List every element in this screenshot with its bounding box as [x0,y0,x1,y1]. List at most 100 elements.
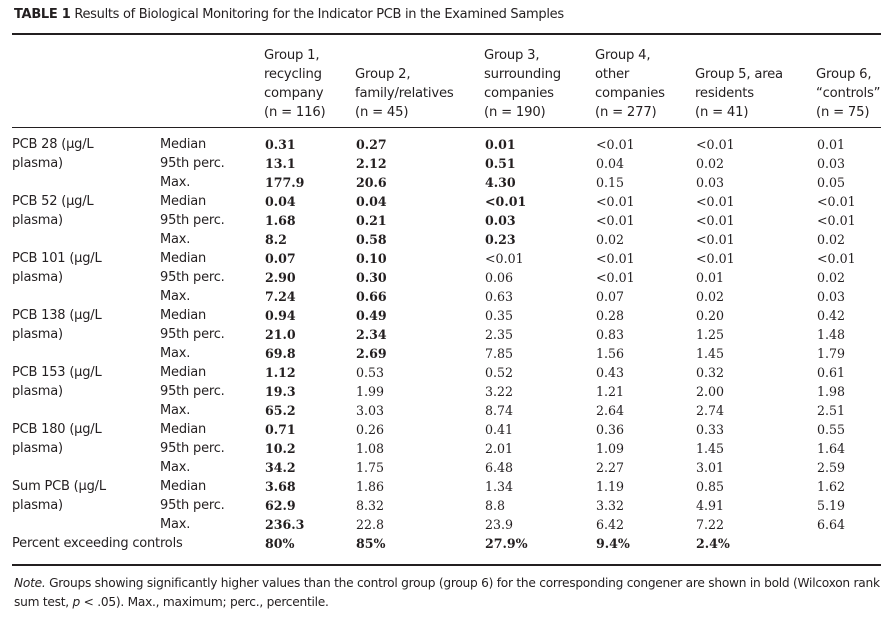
row-statistic: Max. [160,232,191,247]
value-cell: 0.02 [817,232,846,247]
value-cell: 8.74 [485,403,514,418]
note-lead: Note. [14,576,46,590]
value-cell: 0.33 [696,422,725,437]
header-line: “controls” [816,86,881,101]
value-cell: 0.49 [356,308,387,323]
column-header-group-4: Group 4, other companies (n = 277) [595,42,665,122]
table-row: Sum PCB (μg/L Median 3.68 1.86 1.34 1.19 0.85 1… [12,477,879,496]
row-label: plasma) [12,156,63,171]
row-label [12,458,160,477]
value-cell: 2.69 [356,346,387,361]
value-cell: 2.01 [485,441,514,456]
value-cell: <0.01 [817,213,856,228]
value-cell: 1.08 [356,441,385,456]
column-header-group-3: Group 3, surrounding companies (n = 190) [484,42,561,122]
value-cell: <0.01 [596,270,635,285]
value-cell: 2.64 [596,403,625,418]
value-cell: 62.9 [265,498,296,513]
value-cell: 0.71 [265,422,296,437]
row-statistic: 95th perc. [160,384,225,399]
row-label [12,287,160,306]
table-row: PCB 28 (μg/L Median 0.31 0.27 0.01 <0.01 <0.01… [12,135,879,154]
value-cell: 0.85 [696,479,725,494]
column-header-group-5: Group 5, area residents (n = 41) [695,42,783,122]
table-row: Max. 8.2 0.58 0.23 0.02 <0.01 0.02 [12,230,879,249]
value-cell: 1.45 [696,346,725,361]
row-label: PCB 153 (μg/L [12,365,102,380]
row-statistic: 95th perc. [160,327,225,342]
percent-cell: 85% [356,536,386,551]
header-line: companies [484,86,554,101]
value-cell: 0.41 [485,422,514,437]
table-row: Max. 177.9 20.6 4.30 0.15 0.03 0.05 [12,173,879,192]
value-cell: 2.74 [696,403,725,418]
table-row: Max. 236.3 22.8 23.9 6.42 7.22 6.64 [12,515,879,534]
table-note: Note. Groups showing significantly highe… [14,574,882,612]
row-label: PCB 52 (μg/L [12,194,94,209]
value-cell: 0.42 [817,308,846,323]
row-label: plasma) [12,441,63,456]
percent-cell: 9.4% [596,536,630,551]
header-line: Group 4, [595,48,651,63]
value-cell: 1.79 [817,346,846,361]
value-cell: 6.42 [596,517,625,532]
table-row: plasma) 95th perc. 10.2 1.08 2.01 1.09 1.45 1.6… [12,439,879,458]
value-cell: 0.94 [265,308,296,323]
value-cell: 0.02 [596,232,625,247]
row-statistic: Max. [160,460,191,475]
value-cell: 0.53 [356,365,385,380]
header-line: (n = 277) [595,105,657,120]
row-statistic: Max. [160,175,191,190]
value-cell: 2.00 [696,384,725,399]
percent-cell: 27.9% [485,536,528,551]
table-row: Max. 69.8 2.69 7.85 1.56 1.45 1.79 [12,344,879,363]
value-cell: <0.01 [696,194,735,209]
value-cell: <0.01 [485,194,527,209]
value-cell: 0.43 [596,365,625,380]
row-label: PCB 28 (μg/L [12,137,94,152]
row-statistic: 95th perc. [160,498,225,513]
value-cell: 0.02 [817,270,846,285]
header-line: Group 1, [264,48,320,63]
table-caption: Results of Biological Monitoring for the… [74,7,564,22]
header-line: residents [695,86,754,101]
value-cell: 13.1 [265,156,296,171]
header-line: (n = 75) [816,105,870,120]
row-statistic: Median [160,365,207,380]
value-cell: 1.21 [596,384,625,399]
value-cell: 0.51 [485,156,516,171]
value-cell: 0.10 [356,251,387,266]
header-line: Group 6, [816,67,872,82]
value-cell: 0.03 [696,175,725,190]
value-cell: 65.2 [265,403,296,418]
value-cell: 0.03 [485,213,516,228]
row-statistic: Median [160,308,207,323]
value-cell: <0.01 [696,232,735,247]
header-line: company [264,86,324,101]
value-cell: 1.56 [596,346,625,361]
value-cell: 0.30 [356,270,387,285]
row-label: plasma) [12,327,63,342]
note-text-end: < .05). Max., maximum; perc., percentile… [79,595,329,609]
value-cell: 0.01 [817,137,846,152]
value-cell: 0.63 [485,289,514,304]
table-row: Max. 65.2 3.03 8.74 2.64 2.74 2.51 [12,401,879,420]
value-cell: 0.03 [817,289,846,304]
value-cell: 0.04 [596,156,625,171]
value-cell: 2.27 [596,460,625,475]
table-row: plasma) 95th perc. 2.90 0.30 0.06 <0.01 0.01 0.… [12,268,879,287]
value-cell: <0.01 [817,194,856,209]
value-cell: 0.07 [596,289,625,304]
value-cell: 0.21 [356,213,387,228]
table-row: plasma) 95th perc. 1.68 0.21 0.03 <0.01 <0.01 <… [12,211,879,230]
value-cell: 1.75 [356,460,385,475]
value-cell: 2.51 [817,403,846,418]
header-line: Group 2, [355,67,411,82]
value-cell: 0.52 [485,365,514,380]
percent-cell: 2.4% [696,536,730,551]
row-label: plasma) [12,498,63,513]
value-cell: 2.90 [265,270,296,285]
percent-row-label: Percent exceeding controls [12,536,183,551]
row-statistic: Max. [160,403,191,418]
value-cell: 8.8 [485,498,506,513]
